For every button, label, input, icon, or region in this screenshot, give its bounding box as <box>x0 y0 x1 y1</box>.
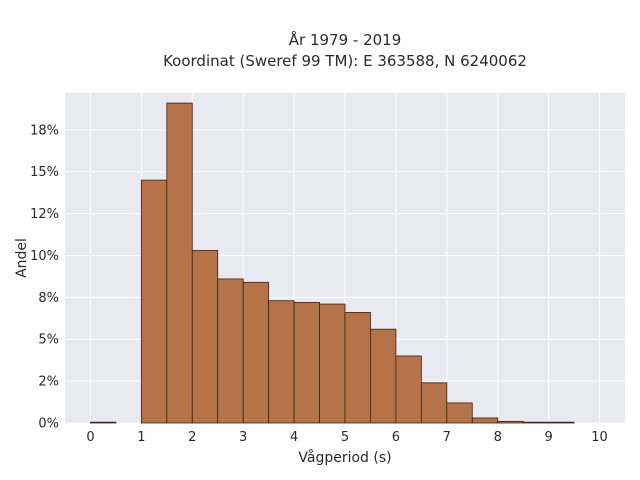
histogram-bar <box>446 402 473 424</box>
y-tick-label: 5% <box>38 333 59 348</box>
histogram-bar <box>268 300 295 424</box>
y-tick-label: 15% <box>30 165 59 180</box>
y-tick-label: 0% <box>38 417 59 432</box>
bars-group <box>90 102 575 424</box>
y-tick-label: 2% <box>38 375 59 390</box>
x-tick-label: 5 <box>341 430 349 445</box>
histogram-bar <box>548 421 575 424</box>
x-tick-label: 3 <box>239 430 247 445</box>
x-tick-label: 1 <box>137 430 145 445</box>
x-tick-labels: 0 1 2 3 4 5 6 7 8 9 10 <box>86 430 608 445</box>
y-axis-label: Andel <box>14 238 30 278</box>
histogram-bar <box>90 421 117 424</box>
x-tick-label: 2 <box>188 430 196 445</box>
histogram-bar <box>191 250 219 424</box>
histogram-bar <box>497 420 524 424</box>
x-tick-label: 0 <box>86 430 94 445</box>
histogram-bar <box>166 102 193 424</box>
histogram-bar <box>420 382 448 424</box>
histogram-bar <box>370 328 397 424</box>
x-tick-label: 7 <box>443 430 451 445</box>
chart-title-line2: Koordinat (Sweref 99 TM): E 363588, N 62… <box>163 52 527 70</box>
histogram-bar <box>471 417 499 424</box>
histogram-bar <box>319 303 346 424</box>
histogram-bar <box>344 312 371 424</box>
y-tick-label: 8% <box>38 291 59 306</box>
y-tick-label: 12% <box>30 207 59 222</box>
histogram-bar <box>242 281 270 424</box>
histogram-bar <box>140 179 168 424</box>
histogram-bar <box>293 301 320 424</box>
y-tick-labels: 0% 2% 5% 8% 10% 12% 15% 18% <box>30 123 59 431</box>
x-tick-label: 10 <box>591 430 608 445</box>
histogram-bar <box>522 421 550 424</box>
x-tick-label: 6 <box>392 430 400 445</box>
x-tick-label: 9 <box>544 430 552 445</box>
chart-title-line1: År 1979 - 2019 <box>289 30 402 49</box>
x-tick-label: 8 <box>494 430 502 445</box>
y-tick-label: 10% <box>30 249 59 264</box>
x-tick-label: 4 <box>290 430 298 445</box>
histogram-bar <box>395 355 422 424</box>
x-axis-label: Vågperiod (s) <box>298 449 391 466</box>
histogram-bar <box>217 278 244 424</box>
y-tick-label: 18% <box>30 123 59 138</box>
